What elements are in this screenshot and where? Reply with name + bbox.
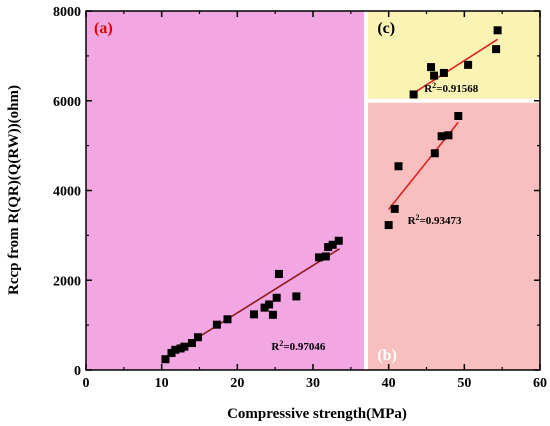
x-tick-label: 30: [306, 376, 320, 391]
data-point-a: [334, 236, 343, 245]
panel-label-a: (a): [94, 20, 113, 37]
region-1: [365, 11, 540, 101]
data-point-c: [409, 90, 418, 99]
y-axis-label: Rccp from R(QR)(Q(RW))(ohm): [6, 85, 22, 295]
data-point-b: [390, 204, 399, 213]
r2-label-c: R2=0.91568: [424, 81, 478, 95]
data-point-a: [315, 253, 324, 262]
data-point-a: [249, 310, 258, 319]
y-tick-label: 8000: [53, 5, 81, 20]
data-point-a: [161, 355, 170, 364]
data-point-a: [265, 300, 274, 309]
data-point-c: [493, 26, 502, 35]
data-point-b: [437, 132, 446, 141]
data-point-c: [439, 68, 448, 77]
data-point-a: [180, 342, 189, 351]
data-point-b: [384, 221, 393, 230]
data-point-c: [427, 63, 436, 72]
data-point-a: [212, 320, 221, 329]
x-tick-label: 20: [230, 376, 244, 391]
background-regions: [86, 11, 540, 370]
annotations: (a) (c) (b) R2=0.97046 R2=0.93473 R2=0.91568: [94, 20, 479, 364]
fit-line-c: [412, 38, 499, 95]
data-point-a: [223, 315, 232, 324]
region-2: [365, 100, 540, 370]
x-tick-label: 10: [155, 376, 169, 391]
data-point-a: [274, 269, 283, 278]
data-point-c: [492, 45, 501, 54]
data-point-c: [430, 71, 439, 80]
data-point-a: [328, 240, 337, 249]
data-point-a: [193, 333, 202, 342]
data-point-a: [272, 293, 281, 302]
axis-ticks: 0 10 20 30 40 50 60 0 2000 4000 6000 8000: [53, 5, 547, 391]
data-point-a: [187, 339, 196, 348]
y-tick-label: 4000: [53, 185, 81, 200]
x-axis-label: Compressive strength(MPa): [227, 406, 407, 422]
data-point-b: [454, 112, 463, 121]
data-point-b: [394, 162, 403, 171]
data-point-a: [292, 292, 301, 301]
x-tick-label: 50: [457, 376, 471, 391]
data-point-a: [321, 252, 330, 261]
data-point-a: [324, 243, 333, 252]
data-points: [161, 26, 502, 364]
x-tick-label: 60: [533, 376, 547, 391]
data-point-b: [444, 131, 453, 140]
panel-label-b: (b): [377, 347, 397, 364]
r2-label-b: R2=0.93473: [408, 213, 462, 227]
x-tick-label: 0: [83, 376, 90, 391]
y-tick-label: 2000: [53, 274, 81, 289]
panel-label-c: (c): [377, 20, 395, 37]
data-point-a: [171, 345, 180, 354]
x-tick-label: 40: [382, 376, 396, 391]
data-point-a: [260, 303, 269, 312]
r2-label-a: R2=0.97046: [271, 339, 325, 353]
data-point-b: [430, 149, 439, 158]
data-point-c: [464, 60, 473, 69]
data-point-a: [268, 310, 277, 319]
y-tick-label: 6000: [53, 95, 81, 110]
y-tick-label: 0: [74, 364, 81, 379]
region-0: [86, 11, 366, 370]
